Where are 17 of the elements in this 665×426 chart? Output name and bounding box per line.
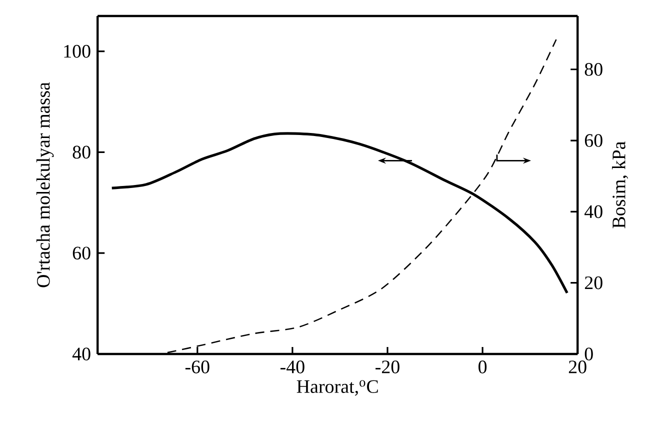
x-tick-label: 0 [478,360,487,374]
y2-tick-label: 80 [584,62,602,76]
x-tick-label: -40 [280,360,304,374]
y-axis-title: O'rtacha molekulyar massa [36,82,54,288]
y-tick-label: 100 [64,44,90,58]
y2-tick-label: 40 [584,205,602,218]
x-tick-label: -20 [376,360,400,374]
y2-axis-title: Bosim, kPa [612,141,628,228]
x-tick-label: -60 [185,360,210,374]
x-axis-title: Harorat,$^{o}$C [296,380,378,396]
y-tick-label: 60 [72,246,90,260]
x-tick-label: 20 [568,360,586,374]
y2-tick-label: 0 [584,348,593,360]
y-tick-label: 80 [72,146,90,159]
y2-tick-label: 60 [584,134,602,147]
y2-tick-label: 20 [584,276,602,290]
y-tick-label: 40 [72,348,90,360]
